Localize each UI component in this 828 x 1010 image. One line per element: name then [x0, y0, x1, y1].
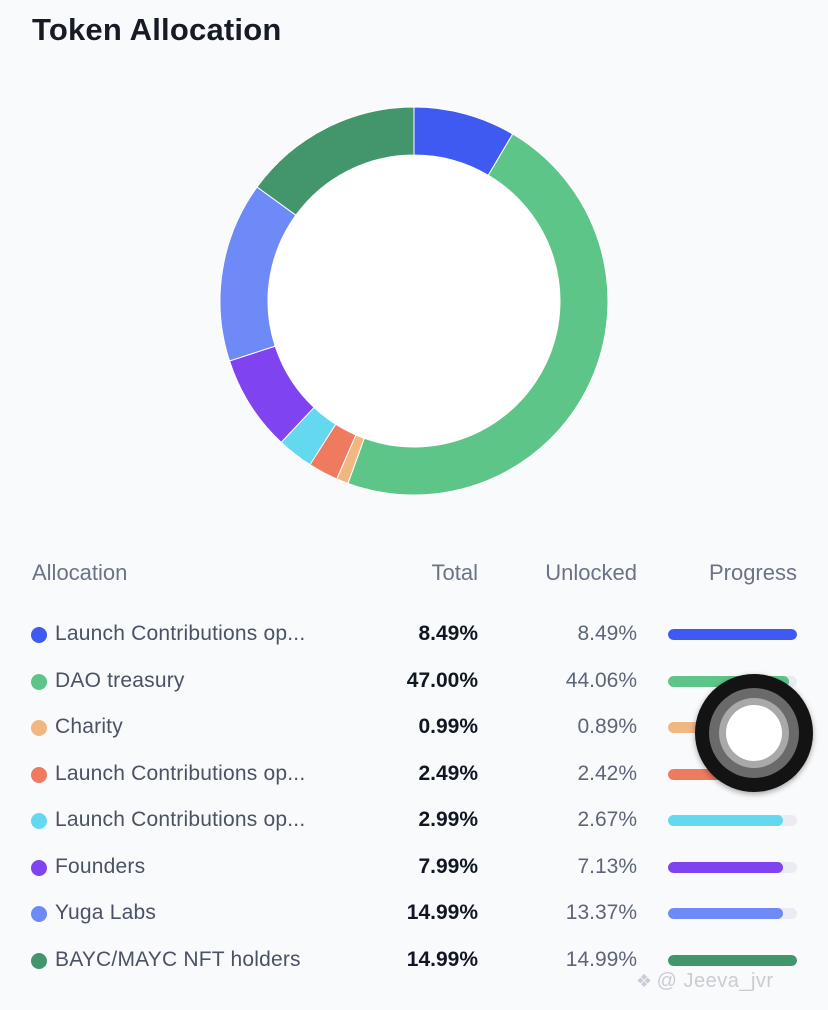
progress-fill — [668, 954, 797, 966]
allocation-total: 8.49% — [418, 622, 478, 645]
progress-fill — [668, 815, 784, 826]
legend-dot-icon — [31, 720, 47, 736]
allocation-name: Founders — [55, 854, 146, 878]
assistive-touch-icon[interactable] — [695, 674, 813, 792]
table-row[interactable]: Yuga Labs 14.99% 13.37% — [0, 891, 828, 938]
allocation-unlocked: 7.13% — [577, 854, 637, 878]
page-title: Token Allocation — [32, 12, 282, 47]
progress-fill — [668, 908, 784, 919]
legend-dot-icon — [31, 673, 47, 690]
allocation-name: Launch Contributions op... — [55, 761, 306, 785]
allocation-unlocked: 0.89% — [577, 715, 637, 738]
assistive-touch-core — [726, 705, 782, 761]
allocation-name: Yuga Labs — [55, 901, 157, 924]
legend-dot-icon — [31, 906, 47, 922]
progress-bar — [668, 908, 797, 919]
progress-bar — [668, 861, 797, 873]
table-row[interactable]: DAO treasury 47.00% 44.06% — [0, 659, 828, 706]
allocation-name: Launch Contributions op... — [55, 622, 306, 645]
allocation-total: 0.99% — [418, 715, 478, 738]
table-header: Allocation Total Unlocked Progress — [0, 558, 828, 590]
allocation-donut-chart — [219, 106, 609, 496]
progress-bar — [668, 629, 797, 640]
table-row[interactable]: BAYC/MAYC NFT holders 14.99% 14.99% — [0, 938, 828, 985]
watermark-logo-icon: ❖ — [636, 971, 653, 991]
allocation-unlocked: 44.06% — [565, 668, 637, 692]
allocation-total: 14.99% — [406, 901, 478, 924]
table-row[interactable]: Launch Contributions op... 8.49% 8.49% — [0, 612, 828, 659]
watermark-text: @ Jeeva_jvr — [656, 970, 774, 992]
column-header-allocation: Allocation — [32, 560, 128, 585]
table-row[interactable]: Launch Contributions op... 2.99% 2.67% — [0, 798, 828, 845]
progress-bar — [668, 815, 797, 826]
allocation-name: Launch Contributions op... — [55, 808, 306, 831]
allocation-name: BAYC/MAYC NFT holders — [55, 947, 301, 971]
legend-dot-icon — [31, 859, 47, 876]
watermark: ❖ @ Jeeva_jvr — [636, 970, 774, 993]
legend-dot-icon — [31, 766, 47, 783]
allocation-name: DAO treasury — [55, 668, 185, 692]
donut-hole — [268, 155, 560, 447]
allocation-unlocked: 2.42% — [577, 761, 637, 785]
allocation-unlocked: 14.99% — [565, 947, 637, 971]
allocation-total: 7.99% — [418, 854, 478, 878]
allocation-table: Launch Contributions op... 8.49% 8.49% D… — [0, 612, 828, 984]
column-header-unlocked: Unlocked — [545, 560, 637, 585]
allocation-unlocked: 13.37% — [565, 901, 637, 924]
progress-fill — [668, 861, 784, 873]
allocation-name: Charity — [55, 715, 123, 738]
allocation-unlocked: 2.67% — [577, 808, 637, 831]
column-header-total: Total — [431, 560, 478, 585]
progress-fill — [668, 629, 797, 640]
legend-dot-icon — [31, 952, 47, 969]
allocation-total: 2.49% — [418, 761, 478, 785]
column-header-progress: Progress — [708, 560, 797, 585]
table-row[interactable]: Founders 7.99% 7.13% — [0, 845, 828, 892]
legend-dot-icon — [31, 627, 47, 643]
allocation-total: 14.99% — [406, 947, 478, 971]
allocation-total: 2.99% — [418, 808, 478, 831]
allocation-unlocked: 8.49% — [577, 622, 637, 645]
progress-bar — [668, 954, 797, 966]
legend-dot-icon — [31, 813, 47, 829]
allocation-total: 47.00% — [406, 668, 478, 692]
